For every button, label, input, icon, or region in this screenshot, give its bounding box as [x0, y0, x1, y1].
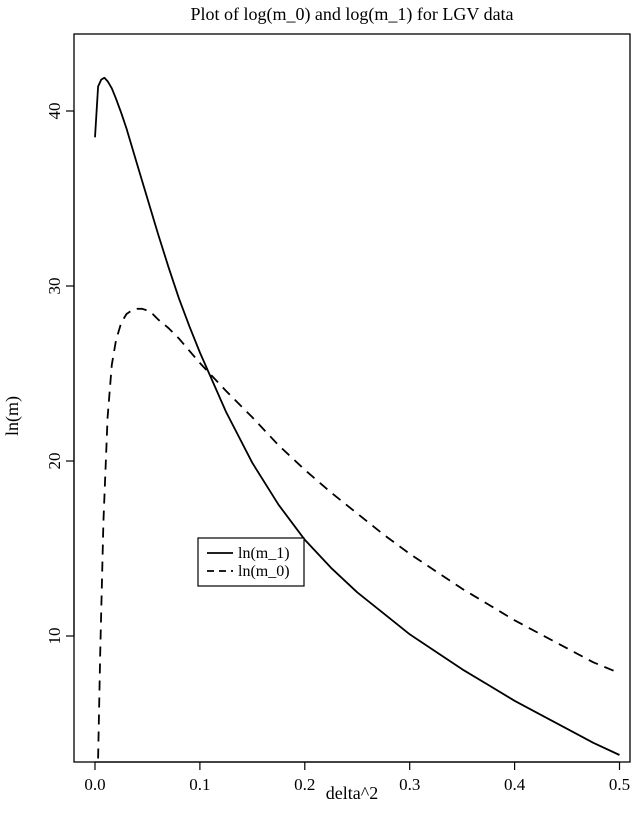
x-tick-label: 0.2 — [294, 775, 315, 794]
x-tick-label: 0.1 — [189, 775, 210, 794]
series-line-ln(m_0) — [97, 307, 615, 759]
chart-title: Plot of log(m_0) and log(m_1) for LGV da… — [190, 4, 513, 25]
axes: 0.0 0.1 0.2 0.3 0.4 0.5 10 20 30 40 — [45, 33, 631, 794]
legend-label: ln(m_0) — [238, 563, 290, 580]
y-axis-label: ln(m) — [2, 396, 23, 436]
y-tick-label: 20 — [45, 453, 64, 470]
x-tick-label: 0.4 — [504, 775, 526, 794]
series-line-ln(m_1) — [94, 76, 620, 756]
x-tick-label: 0.3 — [399, 775, 420, 794]
y-tick-label: 10 — [45, 628, 64, 645]
x-tick-label: 0.5 — [609, 775, 630, 794]
plot-frame — [73, 33, 631, 763]
x-axis-label: delta^2 — [326, 783, 378, 803]
y-tick-label: 40 — [45, 103, 64, 120]
legend-label: ln(m_1) — [238, 545, 290, 562]
y-tick-label: 30 — [45, 278, 64, 295]
legend: ln(m_1)ln(m_0) — [197, 537, 305, 587]
legend-box — [197, 537, 305, 587]
plot-area — [94, 76, 620, 759]
x-tick-label: 0.0 — [84, 775, 105, 794]
